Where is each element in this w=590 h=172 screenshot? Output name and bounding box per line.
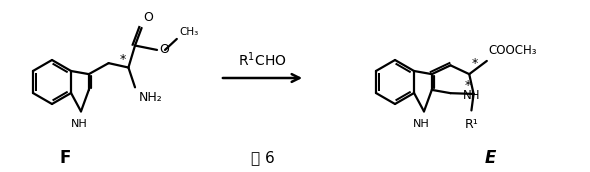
Text: NH₂: NH₂: [139, 91, 163, 104]
Text: O: O: [143, 11, 153, 24]
Text: *: *: [119, 52, 126, 66]
Text: E: E: [484, 149, 496, 167]
Text: NH: NH: [412, 119, 430, 129]
Text: CH₃: CH₃: [180, 27, 199, 37]
Text: O: O: [159, 44, 169, 56]
Text: *: *: [471, 57, 477, 70]
Text: COOCH₃: COOCH₃: [489, 44, 537, 57]
Text: R¹: R¹: [464, 119, 478, 131]
Text: 式 6: 式 6: [251, 150, 274, 165]
Text: F: F: [60, 149, 71, 167]
Text: NH: NH: [463, 89, 480, 102]
Text: R$^1$CHO: R$^1$CHO: [238, 51, 287, 69]
Text: *: *: [464, 79, 471, 92]
Text: NH: NH: [71, 119, 87, 129]
